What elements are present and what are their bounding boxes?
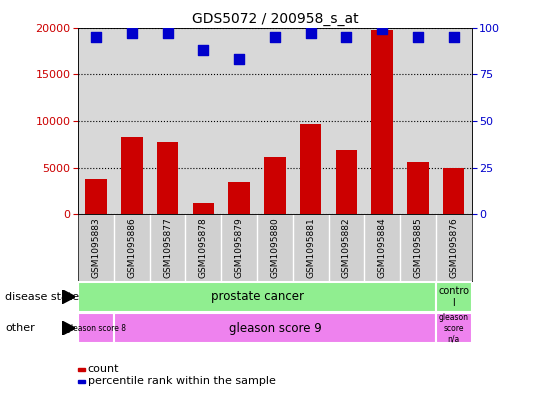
- Text: gleason score 9: gleason score 9: [229, 321, 321, 335]
- Text: GSM1095886: GSM1095886: [127, 218, 136, 278]
- Text: percentile rank within the sample: percentile rank within the sample: [88, 376, 276, 386]
- Bar: [371, 30, 393, 214]
- Title: GDS5072 / 200958_s_at: GDS5072 / 200958_s_at: [191, 13, 358, 26]
- Text: gleason
score
n/a: gleason score n/a: [439, 313, 469, 343]
- Text: count: count: [88, 364, 119, 374]
- Point: [413, 34, 422, 40]
- Point: [450, 34, 458, 40]
- Text: GSM1095877: GSM1095877: [163, 218, 172, 278]
- Bar: [407, 162, 429, 214]
- Text: GSM1095882: GSM1095882: [342, 218, 351, 278]
- Bar: [443, 169, 465, 214]
- Polygon shape: [62, 290, 75, 304]
- Point: [306, 30, 315, 36]
- Text: GSM1095883: GSM1095883: [92, 218, 101, 278]
- Text: GSM1095885: GSM1095885: [413, 218, 423, 278]
- Point: [128, 30, 136, 36]
- Bar: [157, 142, 178, 214]
- Point: [342, 34, 351, 40]
- Text: disease state: disease state: [5, 292, 80, 302]
- Bar: [336, 150, 357, 214]
- Bar: [121, 137, 142, 214]
- Bar: [300, 124, 321, 214]
- Text: GSM1095878: GSM1095878: [199, 218, 208, 278]
- Point: [378, 26, 386, 33]
- Polygon shape: [62, 321, 75, 335]
- Point: [92, 34, 100, 40]
- Bar: [436, 313, 472, 343]
- Text: GSM1095879: GSM1095879: [234, 218, 244, 278]
- Bar: [78, 313, 114, 343]
- Text: GSM1095881: GSM1095881: [306, 218, 315, 278]
- Point: [271, 34, 279, 40]
- Bar: [229, 182, 250, 214]
- Bar: [85, 179, 107, 214]
- Point: [235, 56, 244, 62]
- Point: [199, 47, 208, 53]
- Text: GSM1095876: GSM1095876: [449, 218, 458, 278]
- Bar: [436, 282, 472, 312]
- Point: [163, 30, 172, 36]
- Text: other: other: [5, 323, 35, 333]
- Text: GSM1095880: GSM1095880: [271, 218, 279, 278]
- Bar: [264, 157, 286, 214]
- Text: prostate cancer: prostate cancer: [211, 290, 303, 303]
- Text: GSM1095884: GSM1095884: [378, 218, 386, 278]
- Bar: [192, 203, 214, 214]
- Text: contro
l: contro l: [438, 286, 469, 307]
- Text: gleason score 8: gleason score 8: [66, 324, 126, 332]
- Bar: [114, 313, 436, 343]
